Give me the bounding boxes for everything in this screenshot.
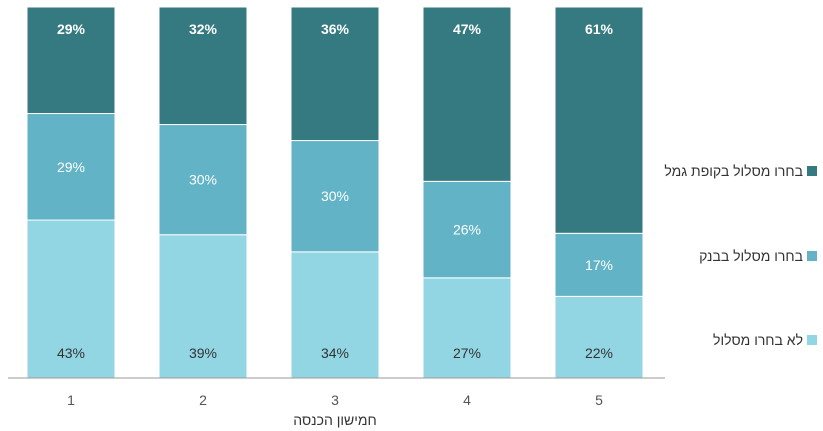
- data-label-4-series-2: 26%: [453, 222, 481, 238]
- x-axis-label: חמישון הכנסה: [293, 412, 376, 428]
- bar-segment-4-series-3: [422, 6, 512, 182]
- legend-swatch: [807, 166, 817, 176]
- bars-group: [26, 6, 644, 379]
- legend-swatch: [807, 251, 817, 261]
- bar-segment-1-series-1: [26, 219, 116, 379]
- bar-segment-4-series-1: [422, 277, 512, 379]
- data-label-1-series-1: 43%: [57, 345, 85, 361]
- bar-segment-3-series-3: [290, 6, 380, 142]
- data-label-5-series-1: 22%: [585, 345, 613, 361]
- x-tick-labels-group: 1 2 3 4 5: [67, 392, 603, 408]
- bar-segment-2-series-2: [158, 124, 248, 236]
- x-tick-label-3: 3: [331, 392, 339, 408]
- bar-segment-2-series-3: [158, 6, 248, 126]
- data-label-5-series-2: 17%: [585, 257, 613, 273]
- data-label-1-series-3: 29%: [57, 21, 86, 37]
- data-label-4-series-1: 27%: [453, 345, 481, 361]
- bar-segment-5-series-3: [554, 6, 644, 234]
- bar-segment-2-series-1: [158, 234, 248, 379]
- data-label-3-series-2: 30%: [321, 188, 349, 204]
- legend-label: לא בחרו מסלול: [713, 332, 803, 348]
- legend: בחרו מסלול בקופת גמל בחרו מסלול בבנק לא בח…: [664, 163, 817, 348]
- data-label-2-series-1: 39%: [189, 345, 217, 361]
- x-tick-label-2: 2: [199, 392, 207, 408]
- x-tick-label-5: 5: [595, 392, 603, 408]
- legend-swatch: [807, 335, 817, 345]
- data-label-5-series-3: 61%: [585, 21, 614, 37]
- data-label-2-series-2: 30%: [189, 172, 217, 188]
- segment-labels-group: 43% 29% 29% 39% 30% 32% 34% 30% 36% 27% 26% 47% 22% 1…: [57, 21, 614, 361]
- bar-segment-3-series-2: [290, 140, 380, 253]
- data-label-1-series-2: 29%: [57, 159, 85, 175]
- legend-label: בחרו מסלול בבנק: [699, 248, 803, 264]
- x-tick-label-4: 4: [463, 392, 471, 408]
- x-tick-label-1: 1: [67, 392, 75, 408]
- data-label-2-series-3: 32%: [189, 21, 218, 37]
- bar-segment-4-series-2: [422, 180, 512, 279]
- bar-segment-1-series-3: [26, 6, 116, 115]
- data-label-4-series-3: 47%: [453, 21, 482, 37]
- bar-segment-1-series-2: [26, 113, 116, 221]
- data-label-3-series-3: 36%: [321, 21, 350, 37]
- legend-label: בחרו מסלול בקופת גמל: [664, 163, 803, 179]
- bar-segment-5-series-1: [554, 295, 644, 379]
- legend-item-1: לא בחרו מסלול: [713, 332, 817, 348]
- data-label-3-series-1: 34%: [321, 345, 349, 361]
- legend-item-2: בחרו מסלול בבנק: [699, 248, 817, 264]
- legend-item-3: בחרו מסלול בקופת גמל: [664, 163, 817, 179]
